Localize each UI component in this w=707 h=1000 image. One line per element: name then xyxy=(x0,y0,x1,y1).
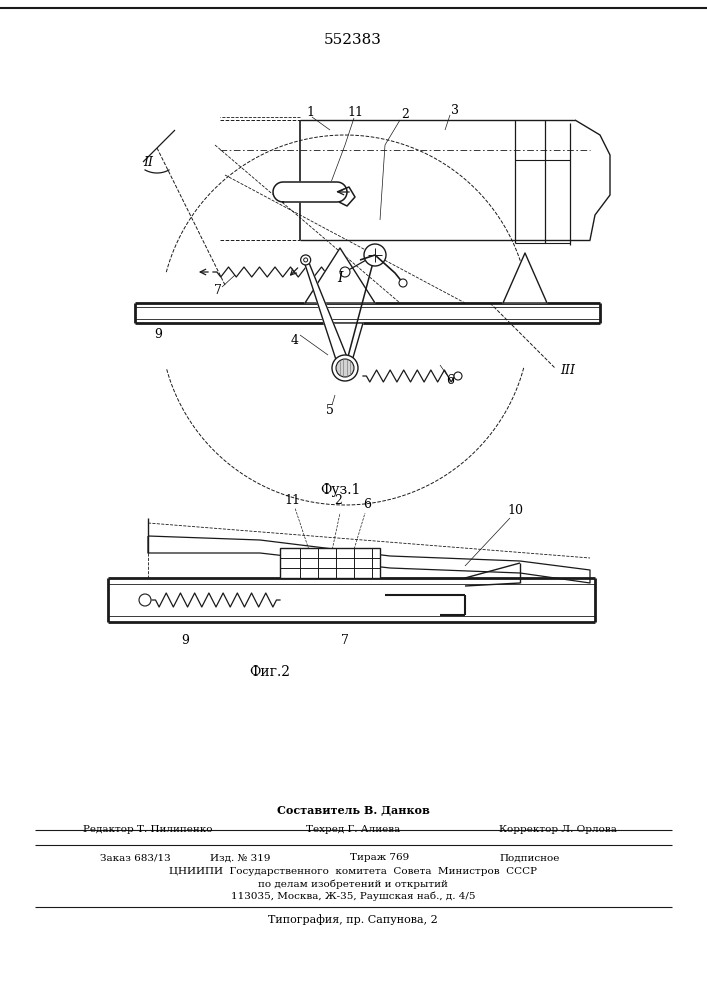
Text: 3: 3 xyxy=(451,104,459,116)
Text: Подписное: Подписное xyxy=(500,854,560,862)
Text: 4: 4 xyxy=(291,334,299,347)
Circle shape xyxy=(399,279,407,287)
Text: 5: 5 xyxy=(326,403,334,416)
Polygon shape xyxy=(148,536,590,583)
Text: Фуз.1: Фуз.1 xyxy=(320,483,360,497)
Text: II: II xyxy=(143,156,153,169)
Text: 9: 9 xyxy=(154,328,162,342)
Text: 7: 7 xyxy=(214,284,222,296)
Text: Заказ 683/13: Заказ 683/13 xyxy=(100,854,171,862)
Polygon shape xyxy=(503,253,547,303)
Polygon shape xyxy=(327,323,363,368)
Circle shape xyxy=(139,594,151,606)
Text: Изд. № 319: Изд. № 319 xyxy=(210,854,270,862)
Polygon shape xyxy=(304,259,351,370)
Text: 1: 1 xyxy=(306,105,314,118)
Text: Тираж 769: Тираж 769 xyxy=(351,854,409,862)
Text: Фиг.2: Фиг.2 xyxy=(250,665,291,679)
Polygon shape xyxy=(273,182,347,202)
Text: 11: 11 xyxy=(284,493,300,506)
Text: I: I xyxy=(337,271,343,285)
Text: 2: 2 xyxy=(401,108,409,121)
Circle shape xyxy=(304,258,308,262)
Bar xyxy=(280,548,380,578)
Text: по делам изобретений и открытий: по делам изобретений и открытий xyxy=(258,879,448,889)
Text: Редактор Т. Пилипенко: Редактор Т. Пилипенко xyxy=(83,826,213,834)
Text: ЦНИИПИ  Государственного  комитета  Совета  Министров  СССР: ЦНИИПИ Государственного комитета Совета … xyxy=(169,867,537,876)
Text: Корректор Л. Орлова: Корректор Л. Орлова xyxy=(499,826,617,834)
Text: III: III xyxy=(560,363,575,376)
Text: 10: 10 xyxy=(507,504,523,516)
Text: 552383: 552383 xyxy=(324,33,382,47)
Text: Составитель В. Данков: Составитель В. Данков xyxy=(276,804,429,816)
Text: Типография, пр. Сапунова, 2: Типография, пр. Сапунова, 2 xyxy=(268,915,438,925)
Text: 9: 9 xyxy=(181,634,189,647)
Circle shape xyxy=(332,355,358,381)
Circle shape xyxy=(336,359,354,377)
Text: 2: 2 xyxy=(334,493,342,506)
Text: Техред Г. Алиева: Техред Г. Алиева xyxy=(306,826,400,834)
Text: 11: 11 xyxy=(347,105,363,118)
Text: 7: 7 xyxy=(341,634,349,647)
Circle shape xyxy=(340,267,350,277)
Text: 6: 6 xyxy=(363,498,371,512)
Circle shape xyxy=(300,255,310,265)
Polygon shape xyxy=(305,248,375,303)
Circle shape xyxy=(454,372,462,380)
Text: 113035, Москва, Ж-35, Раушская наб., д. 4/5: 113035, Москва, Ж-35, Раушская наб., д. … xyxy=(230,891,475,901)
Text: 6: 6 xyxy=(446,373,454,386)
Circle shape xyxy=(364,244,386,266)
